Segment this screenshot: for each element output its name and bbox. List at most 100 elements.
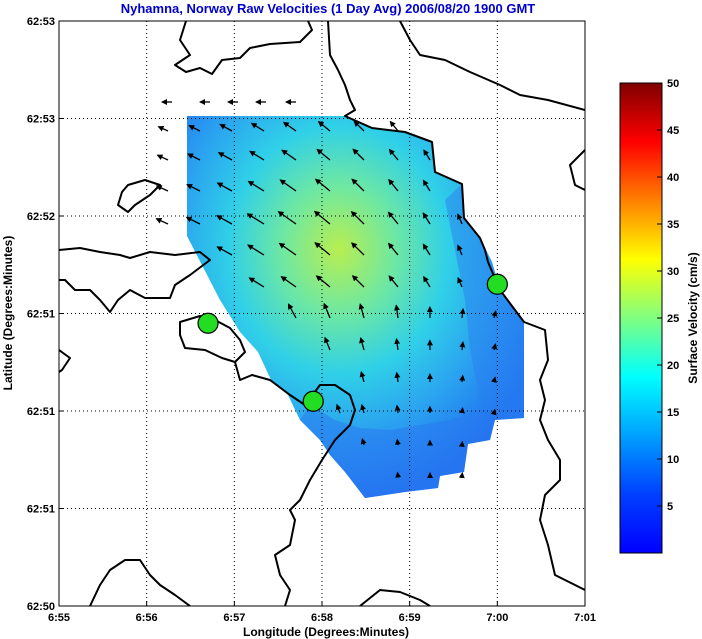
colorbar-tick-label: 50 (667, 78, 679, 90)
colorbar-ticks: 5 10 15 20 25 30 35 40 45 50 (657, 78, 679, 513)
coastline (59, 21, 585, 606)
velocity-arrow (422, 212, 431, 225)
radar-site-marker (197, 312, 219, 334)
velocity-arrow (394, 337, 401, 351)
colorbar-tick-label: 45 (667, 125, 679, 137)
velocity-arrow (351, 275, 365, 288)
x-tick-label: 7:01 (574, 612, 596, 624)
velocity-arrow (314, 242, 331, 256)
y-tick-label: 62:51 (27, 406, 55, 418)
velocity-arrow (186, 183, 201, 192)
velocity-arrow (335, 403, 342, 414)
velocity-arrow (394, 404, 401, 414)
velocity-arrow (278, 242, 297, 256)
y-tick-label: 62:51 (27, 504, 55, 516)
y-tick-label: 62:52 (27, 211, 55, 223)
x-ticks: 6:55 6:56 6:57 6:58 6:59 7:00 7:01 (48, 601, 596, 624)
velocity-arrow (350, 211, 365, 225)
velocity-vectors (155, 99, 498, 479)
velocity-arrow (491, 310, 498, 319)
velocity-field-low (300, 405, 495, 498)
velocity-arrow (491, 343, 498, 351)
velocity-arrow (216, 182, 233, 192)
velocity-arrow (315, 275, 331, 288)
velocity-arrow (459, 307, 466, 319)
y-tick-label: 62:51 (27, 309, 55, 321)
velocity-arrow (457, 244, 463, 256)
x-axis-label: Longitude (Degrees:Minutes) (243, 625, 409, 639)
colorbar-tick-label: 30 (667, 266, 679, 278)
velocity-arrow (250, 122, 265, 132)
y-ticks: 62:50 62:51 62:51 62:51 62:52 62:53 62:53 (27, 16, 64, 613)
velocity-arrow (216, 215, 233, 225)
radar-sites (197, 273, 508, 412)
velocity-arrow (157, 126, 169, 132)
radar-site-marker (486, 273, 508, 295)
velocity-arrow (156, 154, 169, 161)
velocity-arrow (247, 180, 265, 192)
velocity-arrow (246, 213, 265, 225)
velocity-arrow (219, 123, 233, 132)
x-tick-label: 6:59 (399, 612, 421, 624)
colorbar-tick-label: 20 (667, 360, 679, 372)
velocity-arrow (352, 148, 365, 161)
x-tick-label: 7:00 (486, 612, 508, 624)
velocity-field-east (445, 184, 524, 420)
colorbar-tick-label: 25 (667, 313, 679, 325)
velocity-field (187, 116, 524, 498)
velocity-arrow (423, 149, 431, 161)
velocity-arrow (249, 150, 265, 161)
velocity-arrow (423, 275, 431, 288)
velocity-arrow (351, 178, 365, 192)
velocity-arrow (359, 370, 366, 383)
y-tick-label: 62:53 (27, 114, 55, 126)
velocity-arrow (393, 304, 400, 319)
colorbar-tick-label: 5 (667, 501, 673, 513)
velocity-arrow (287, 303, 297, 319)
velocity-arrow (217, 152, 233, 161)
velocity-arrow (316, 148, 331, 161)
chart-title: Nyhamna, Norway Raw Velocities (1 Day Av… (121, 1, 536, 16)
y-axis-label: Latitude (Degrees:Minutes) (1, 236, 15, 391)
x-tick-label: 6:55 (48, 612, 70, 624)
velocity-arrow (457, 213, 463, 225)
velocity-arrow (389, 120, 399, 132)
velocity-arrow (394, 438, 401, 446)
velocity-arrow (155, 218, 169, 225)
velocity-arrow (155, 185, 169, 192)
colorbar-tick-label: 15 (667, 407, 679, 419)
velocity-arrow (216, 246, 233, 256)
velocity-arrow (388, 178, 399, 192)
velocity-arrow (490, 408, 497, 416)
velocity-arrow (360, 403, 366, 414)
colorbar-tick-label: 10 (667, 454, 679, 466)
velocity-arrow (314, 178, 331, 192)
velocity-arrow (459, 341, 466, 351)
velocity-arrow (387, 211, 399, 225)
velocity-arrow (188, 124, 201, 132)
x-tick-label: 6:56 (136, 612, 158, 624)
velocity-arrow (351, 242, 365, 256)
velocity-arrow (459, 374, 466, 383)
velocity-arrow (359, 336, 365, 351)
velocity-arrow (388, 275, 399, 288)
velocity-arrow (187, 153, 201, 161)
x-tick-label: 6:58 (311, 612, 333, 624)
velocity-arrow (185, 216, 201, 225)
velocity-arrow (394, 371, 401, 383)
velocity-arrow (422, 243, 431, 256)
velocity-arrow (491, 376, 497, 383)
velocity-arrow (324, 336, 331, 351)
velocity-arrow (422, 179, 431, 192)
velocity-arrow (313, 210, 331, 225)
velocity-arrow (277, 211, 297, 225)
x-tick-label: 6:57 (223, 612, 245, 624)
colorbar-tick-label: 40 (667, 172, 679, 184)
velocity-arrow (459, 407, 465, 414)
velocity-arrow (247, 244, 265, 256)
colorbar-tick-label: 35 (667, 219, 679, 231)
colorbar-label: Surface Velocity (cm/s) (686, 252, 700, 383)
velocity-arrow (457, 276, 463, 288)
colorbar (619, 82, 663, 554)
